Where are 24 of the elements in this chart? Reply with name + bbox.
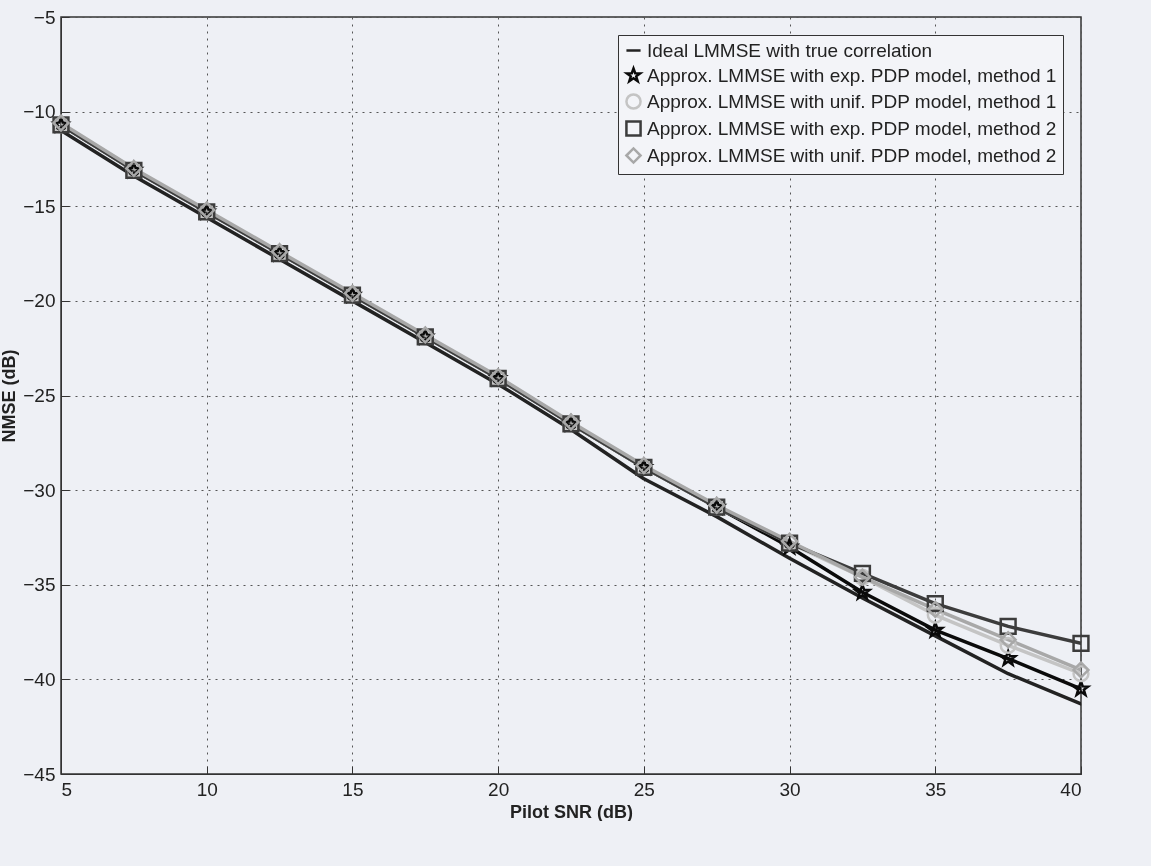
x-tick-label: 35 [925, 778, 947, 800]
y-axis-title: NMSE (dB) [0, 349, 20, 443]
x-axis-title: Pilot SNR (dB) [510, 801, 633, 822]
y-tick-label: −5 [33, 6, 56, 28]
legend-label: Approx. LMMSE with unif. PDP model, method 1 [647, 90, 1057, 112]
y-tick-label: −35 [23, 574, 56, 596]
x-tick-label: 40 [1060, 778, 1082, 800]
y-tick-label: −10 [23, 101, 56, 123]
x-tick-label: 10 [196, 778, 218, 800]
y-tick-label: −15 [23, 195, 56, 217]
x-tick-label: 25 [633, 778, 655, 800]
legend-label: Approx. LMMSE with unif. PDP model, method 2 [647, 144, 1057, 166]
legend-label: Ideal LMMSE with true correlation [647, 39, 933, 61]
y-tick-label: −45 [23, 763, 56, 785]
x-tick-label: 15 [342, 778, 364, 800]
y-tick-label: −40 [23, 668, 56, 690]
y-tick-label: −25 [23, 385, 56, 406]
legend-label: Approx. LMMSE with exp. PDP model, method 2 [647, 117, 1057, 139]
x-tick-label: 30 [779, 778, 801, 800]
x-tick-label: 5 [61, 778, 73, 800]
y-tick-label: −20 [23, 290, 56, 312]
x-tick-label: 20 [488, 778, 510, 800]
y-tick-label: −30 [23, 479, 56, 501]
legend-label: Approx. LMMSE with exp. PDP model, method 1 [647, 64, 1057, 86]
